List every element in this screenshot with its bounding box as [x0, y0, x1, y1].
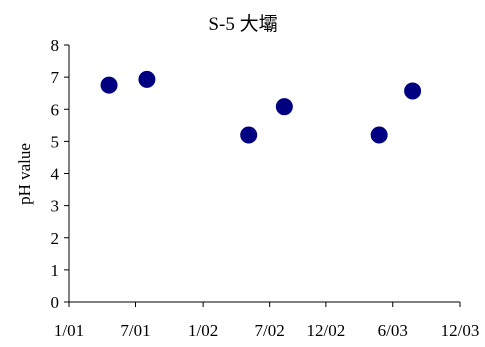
- y-tick-label: 8: [51, 36, 60, 55]
- data-point: [370, 126, 388, 144]
- y-tick-label: 3: [51, 197, 60, 216]
- data-point: [100, 76, 118, 94]
- y-tick-label: 7: [51, 68, 60, 87]
- y-tick-label: 2: [51, 229, 60, 248]
- y-tick-label: 6: [51, 100, 60, 119]
- y-tick-label: 1: [51, 261, 60, 280]
- y-tick-label: 5: [51, 132, 60, 151]
- y-tick-label: 4: [51, 165, 60, 184]
- data-point: [240, 126, 258, 144]
- x-tick-label: 1/02: [188, 321, 218, 340]
- chart-title: S-5 大壩: [208, 13, 277, 35]
- data-point: [138, 70, 156, 88]
- x-tick-label: 1/01: [54, 321, 84, 340]
- x-tick-label: 12/03: [441, 321, 480, 340]
- x-tick-label: 7/01: [120, 321, 150, 340]
- x-tick-label: 7/02: [255, 321, 285, 340]
- y-tick-label: 0: [51, 293, 60, 312]
- y-axis-label: pH value: [15, 143, 34, 205]
- data-point: [275, 98, 293, 116]
- plot-area: 0 1 2 3 4 5 6 7 8 1/01 7/01 1/02 7/02 12/02 6/03 12/03: [51, 36, 480, 340]
- x-tick-label: 12/02: [307, 321, 346, 340]
- x-tick-label: 6/03: [378, 321, 408, 340]
- data-point: [404, 82, 422, 100]
